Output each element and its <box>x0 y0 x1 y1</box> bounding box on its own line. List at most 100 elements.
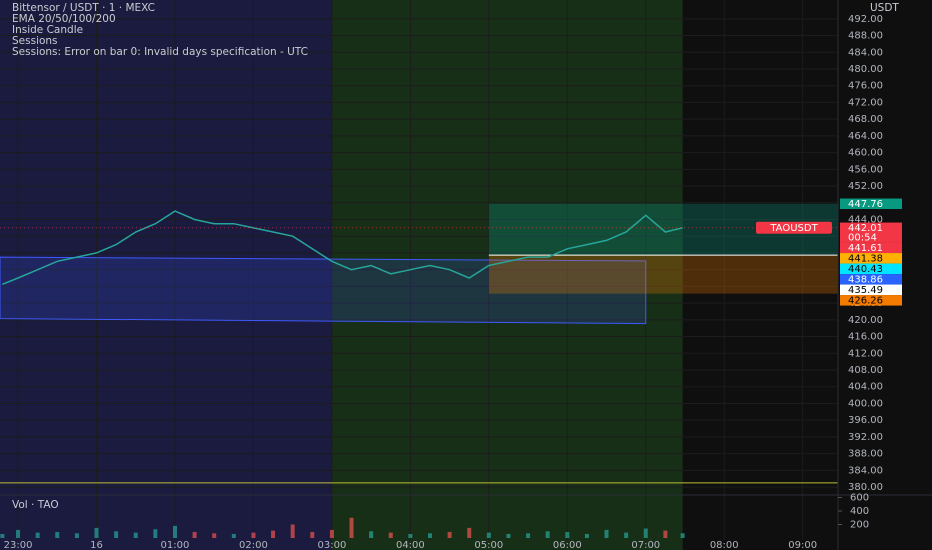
volume-tick-label: 200 <box>850 520 869 531</box>
volume-bar <box>231 533 236 538</box>
y-tick-label: 456.00 <box>848 164 883 175</box>
x-tick-label: 23:00 <box>4 540 33 550</box>
x-tick-label: 16 <box>90 540 103 550</box>
volume-bar <box>153 529 158 538</box>
y-tick-label: 380.00 <box>848 482 883 493</box>
price-badge-label: 441.38 <box>848 253 883 264</box>
y-tick-label: 460.00 <box>848 148 883 159</box>
x-tick-label: 03:00 <box>317 540 346 550</box>
y-tick-label: 404.00 <box>848 382 883 393</box>
volume-bar <box>192 531 197 538</box>
volume-bar <box>329 529 334 538</box>
indicator-label: EMA 20/50/100/200 <box>12 13 116 25</box>
price-badge-label: 447.76 <box>848 199 883 210</box>
loss-zone <box>488 255 838 294</box>
volume-bar <box>290 524 295 538</box>
symbol-tag <box>756 221 832 234</box>
y-tick-label: 452.00 <box>848 181 883 192</box>
volume-bar <box>271 530 276 538</box>
y-tick-label: 412.00 <box>848 348 883 359</box>
volume-bar <box>427 533 432 538</box>
volume-tick-label: 400 <box>850 506 869 517</box>
volume-bar <box>369 531 374 538</box>
volume-bar <box>133 532 138 538</box>
volume-bar <box>349 517 354 538</box>
y-tick-label: 484.00 <box>848 47 883 58</box>
session-zone <box>0 0 332 550</box>
volume-bar <box>643 528 648 538</box>
volume-bar <box>0 533 5 538</box>
y-tick-label: 420.00 <box>848 315 883 326</box>
volume-bar <box>114 531 119 538</box>
volume-bar <box>526 533 531 538</box>
y-tick-label: 476.00 <box>848 81 883 92</box>
y-tick-label: 488.00 <box>848 31 883 42</box>
volume-bar <box>565 531 570 538</box>
price-badge-label: 442.01 <box>848 223 883 234</box>
symbol-tag-label: TAOUSDT <box>769 223 818 234</box>
volume-title: Vol · TAO <box>12 499 59 511</box>
price-badge <box>840 284 902 296</box>
y-tick-label: 444.00 <box>848 214 883 225</box>
volume-bar <box>447 531 452 538</box>
price-badge <box>840 253 902 264</box>
volume-bar <box>545 531 550 538</box>
volume-bar <box>55 531 60 538</box>
x-tick-label: 02:00 <box>239 540 268 550</box>
y-tick-label: 392.00 <box>848 432 883 443</box>
volume-bar <box>94 527 99 538</box>
price-badge <box>840 242 902 254</box>
volume-bar <box>310 531 315 538</box>
volume-bar <box>663 530 668 538</box>
x-tick-label: 07:00 <box>631 540 660 550</box>
countdown: 00:54 <box>848 233 877 244</box>
y-tick-label: 408.00 <box>848 365 883 376</box>
y-tick-label: 416.00 <box>848 332 883 343</box>
volume-bar <box>486 532 491 538</box>
indicator-label: Sessions: Error on bar 0: Invalid days s… <box>12 46 308 58</box>
x-tick-label: 08:00 <box>710 540 739 550</box>
volume-bar <box>584 533 589 538</box>
x-tick-label: 01:00 <box>161 540 190 550</box>
volume-bar <box>467 527 472 538</box>
y-tick-label: 472.00 <box>848 97 883 108</box>
indicator-label: Sessions <box>12 35 58 47</box>
price-badge <box>840 222 902 243</box>
y-tick-label: 396.00 <box>848 415 883 426</box>
price-badge <box>840 263 902 275</box>
volume-bar <box>35 532 40 538</box>
volume-bar <box>172 525 177 538</box>
volume-bar <box>16 529 21 538</box>
price-badge <box>840 274 902 285</box>
price-badge-label: 438.86 <box>848 274 883 285</box>
volume-bar <box>408 533 413 538</box>
y-tick-label: 492.00 <box>848 14 883 25</box>
currency-label[interactable]: USDT <box>870 2 899 14</box>
price-line <box>2 210 683 285</box>
y-tick-label: 388.00 <box>848 449 883 460</box>
price-badge-label: 426.26 <box>848 295 883 306</box>
volume-bar <box>74 533 79 538</box>
volume-bar <box>624 532 629 538</box>
symbol-title: Bittensor / USDT · 1 · MEXC <box>12 2 155 14</box>
volume-bar <box>251 532 256 538</box>
volume-bar <box>212 533 217 538</box>
price-badge <box>840 295 902 306</box>
x-tick-label: 09:00 <box>788 540 817 550</box>
volume-bar <box>680 533 685 538</box>
volume-tick-label: 600 <box>850 493 869 504</box>
indicator-label: Inside Candle <box>12 24 83 36</box>
session-zone <box>331 0 683 550</box>
y-tick-label: 480.00 <box>848 64 883 75</box>
price-badge <box>840 198 902 210</box>
y-tick-label: 464.00 <box>848 131 883 142</box>
y-tick-label: 384.00 <box>848 465 883 476</box>
x-tick-label: 04:00 <box>396 540 425 550</box>
volume-bar <box>506 533 511 538</box>
y-tick-label: 400.00 <box>848 398 883 409</box>
x-tick-label: 05:00 <box>474 540 503 550</box>
price-badge-label: 440.43 <box>848 264 883 275</box>
price-badge-label: 441.61 <box>848 243 883 254</box>
